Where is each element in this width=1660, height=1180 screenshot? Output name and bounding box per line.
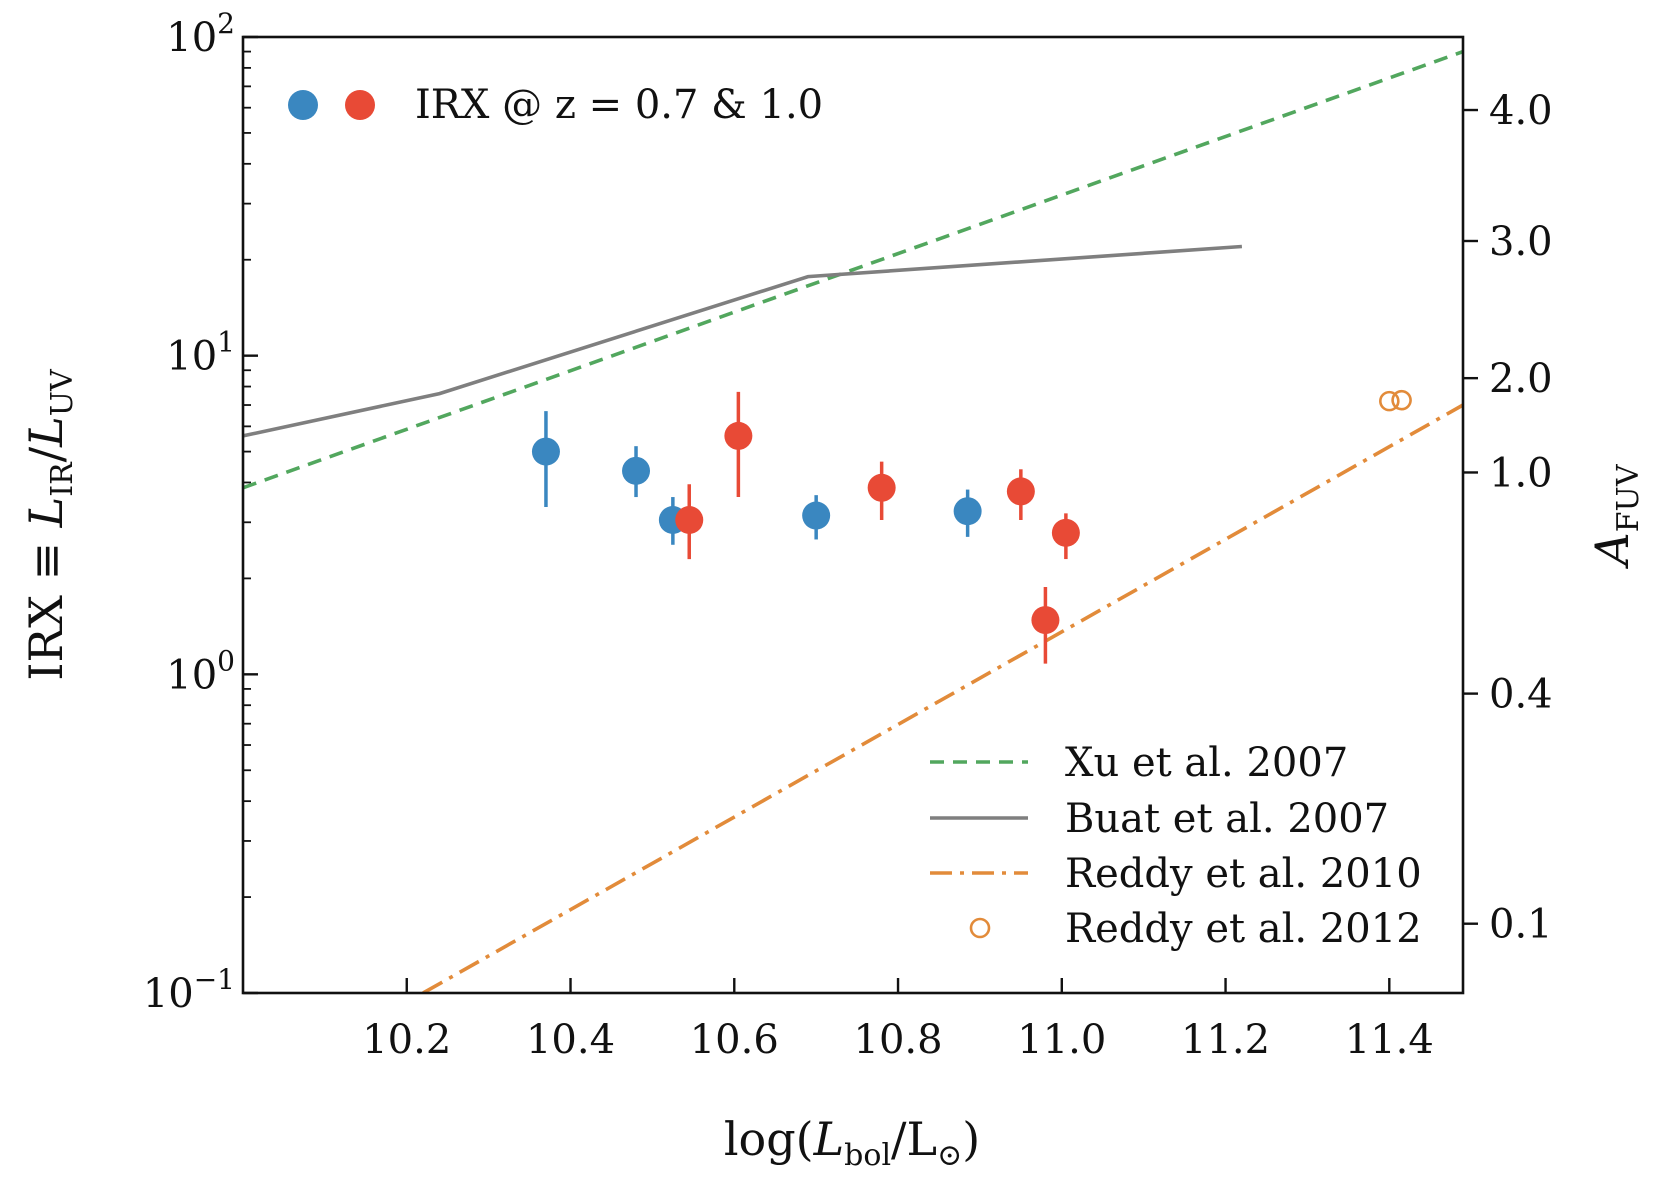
x-axis-title: log(Lbol/L⊙) bbox=[724, 1112, 980, 1173]
data-point bbox=[953, 497, 982, 526]
open-circle-point bbox=[1379, 390, 1400, 412]
legend-marker-open-circle bbox=[969, 917, 991, 939]
x-tick-label: 10.6 bbox=[690, 1017, 779, 1063]
y2-tick-label: 3.0 bbox=[1489, 219, 1553, 265]
data-point bbox=[724, 421, 753, 450]
data-point bbox=[1051, 518, 1080, 547]
legend-label: Reddy et al. 2012 bbox=[1065, 906, 1422, 952]
legend-top-left: IRX @ z = 0.7 & 1.0 bbox=[288, 82, 823, 128]
line-xu-et-al-2007 bbox=[243, 49, 1463, 490]
y-tick-labels: 10−1 100 101 102 bbox=[143, 7, 235, 1017]
data-point bbox=[867, 473, 896, 502]
y-tick-label: 100 bbox=[166, 644, 235, 698]
x-tick-label: 10.4 bbox=[526, 1017, 615, 1063]
y2-tick-label: 0.4 bbox=[1489, 672, 1553, 718]
data-point bbox=[531, 437, 560, 466]
y2-tick-label: 1.0 bbox=[1489, 450, 1553, 496]
major-ticks bbox=[243, 35, 1478, 995]
legend-marker-z10 bbox=[345, 90, 375, 120]
legend-bottom-right: Xu et al. 2007 Buat et al. 2007 Reddy et a… bbox=[930, 740, 1422, 952]
x-tick-label: 11.2 bbox=[1181, 1017, 1270, 1063]
open-circle-point bbox=[1391, 389, 1412, 411]
minor-ticks bbox=[243, 50, 251, 898]
x-tick-label: 11.0 bbox=[1017, 1017, 1106, 1063]
legend-label: Buat et al. 2007 bbox=[1065, 796, 1389, 842]
y2-tick-label: 0.1 bbox=[1489, 902, 1553, 948]
legend-label: Reddy et al. 2010 bbox=[1065, 851, 1422, 897]
data-point bbox=[622, 456, 651, 485]
x-tick-label: 10.8 bbox=[854, 1017, 943, 1063]
y2-tick-label: 2.0 bbox=[1489, 356, 1553, 402]
data-point bbox=[802, 501, 831, 530]
data-points bbox=[531, 389, 1412, 664]
x-tick-labels: 10.2 10.4 10.6 10.8 11.0 11.2 11.4 bbox=[362, 1017, 1434, 1063]
model-lines bbox=[243, 49, 1463, 993]
y-tick-label: 102 bbox=[166, 7, 235, 61]
x-tick-label: 10.2 bbox=[362, 1017, 451, 1063]
legend-label: Xu et al. 2007 bbox=[1065, 740, 1348, 786]
y-tick-label: 101 bbox=[166, 326, 235, 380]
y-tick-label: 10−1 bbox=[143, 963, 235, 1017]
data-point bbox=[1031, 606, 1060, 635]
line-reddy-et-al-2010 bbox=[422, 403, 1463, 993]
data-point bbox=[675, 506, 704, 535]
legend-marker-z07 bbox=[288, 90, 318, 120]
y2-axis-title: AFUV bbox=[1585, 463, 1646, 569]
x-tick-label: 11.4 bbox=[1345, 1017, 1434, 1063]
legend-label-irx: IRX @ z = 0.7 & 1.0 bbox=[415, 82, 823, 128]
y2-tick-labels: 0.1 0.4 1.0 2.0 3.0 4.0 bbox=[1489, 88, 1553, 948]
y2-tick-label: 4.0 bbox=[1489, 88, 1553, 134]
plot-frame bbox=[241, 35, 1465, 995]
y-axis-title: IRX ≡ LIR/LUV bbox=[19, 368, 80, 681]
line-buat-et-al-2007 bbox=[243, 244, 1243, 438]
data-point bbox=[1006, 477, 1035, 506]
